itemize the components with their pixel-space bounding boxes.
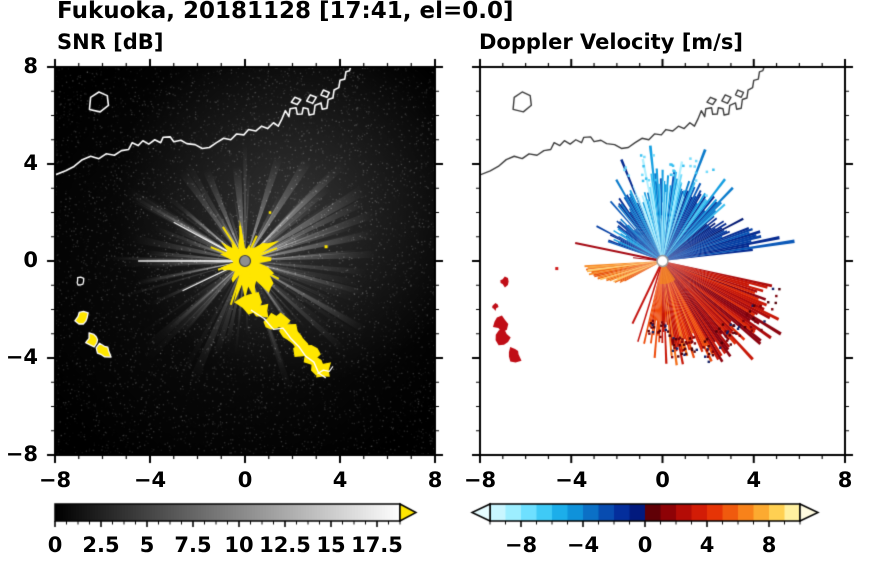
tick-label: −4: [555, 468, 588, 492]
tick-label: 8: [761, 533, 777, 557]
tick-label: 0: [23, 248, 38, 272]
figure-title: Fukuoka, 20181128 [17:41, el=0.0]: [57, 0, 514, 24]
tick-label: −8: [5, 442, 38, 466]
snr-plot-canvas: [43, 55, 447, 467]
tick-label: −8: [463, 468, 497, 492]
tick-label: 8: [427, 468, 443, 492]
tick-label: 0: [237, 468, 253, 492]
tick-label: 4: [746, 468, 762, 492]
tick-label: 17.5: [351, 533, 403, 557]
tick-label: 5: [139, 533, 155, 557]
panel-title-doppler: Doppler Velocity [m/s]: [479, 30, 743, 54]
panel-title-snr: SNR [dB]: [57, 30, 164, 54]
doppler-plot-canvas: [468, 55, 857, 467]
tick-label: −8: [504, 533, 538, 557]
tick-label: 8: [837, 468, 853, 492]
tick-label: 0: [655, 468, 670, 492]
tick-label: 15: [316, 533, 346, 557]
tick-label: 4: [699, 533, 715, 557]
tick-label: 12.5: [259, 533, 311, 557]
tick-label: 7.5: [174, 533, 212, 557]
tick-label: 4: [23, 151, 38, 175]
tick-label: −4: [566, 533, 600, 557]
tick-label: 2.5: [82, 533, 120, 557]
tick-label: −4: [5, 345, 38, 369]
tick-label: 4: [332, 468, 348, 492]
tick-label: −4: [133, 468, 167, 492]
tick-label: 8: [23, 54, 38, 78]
tick-label: 0: [47, 533, 63, 557]
tick-label: 10: [224, 533, 254, 557]
tick-label: −8: [38, 468, 72, 492]
tick-label: 0: [637, 533, 653, 557]
snr-colorbar-canvas: [50, 500, 422, 530]
doppler-colorbar-canvas: [466, 500, 858, 530]
